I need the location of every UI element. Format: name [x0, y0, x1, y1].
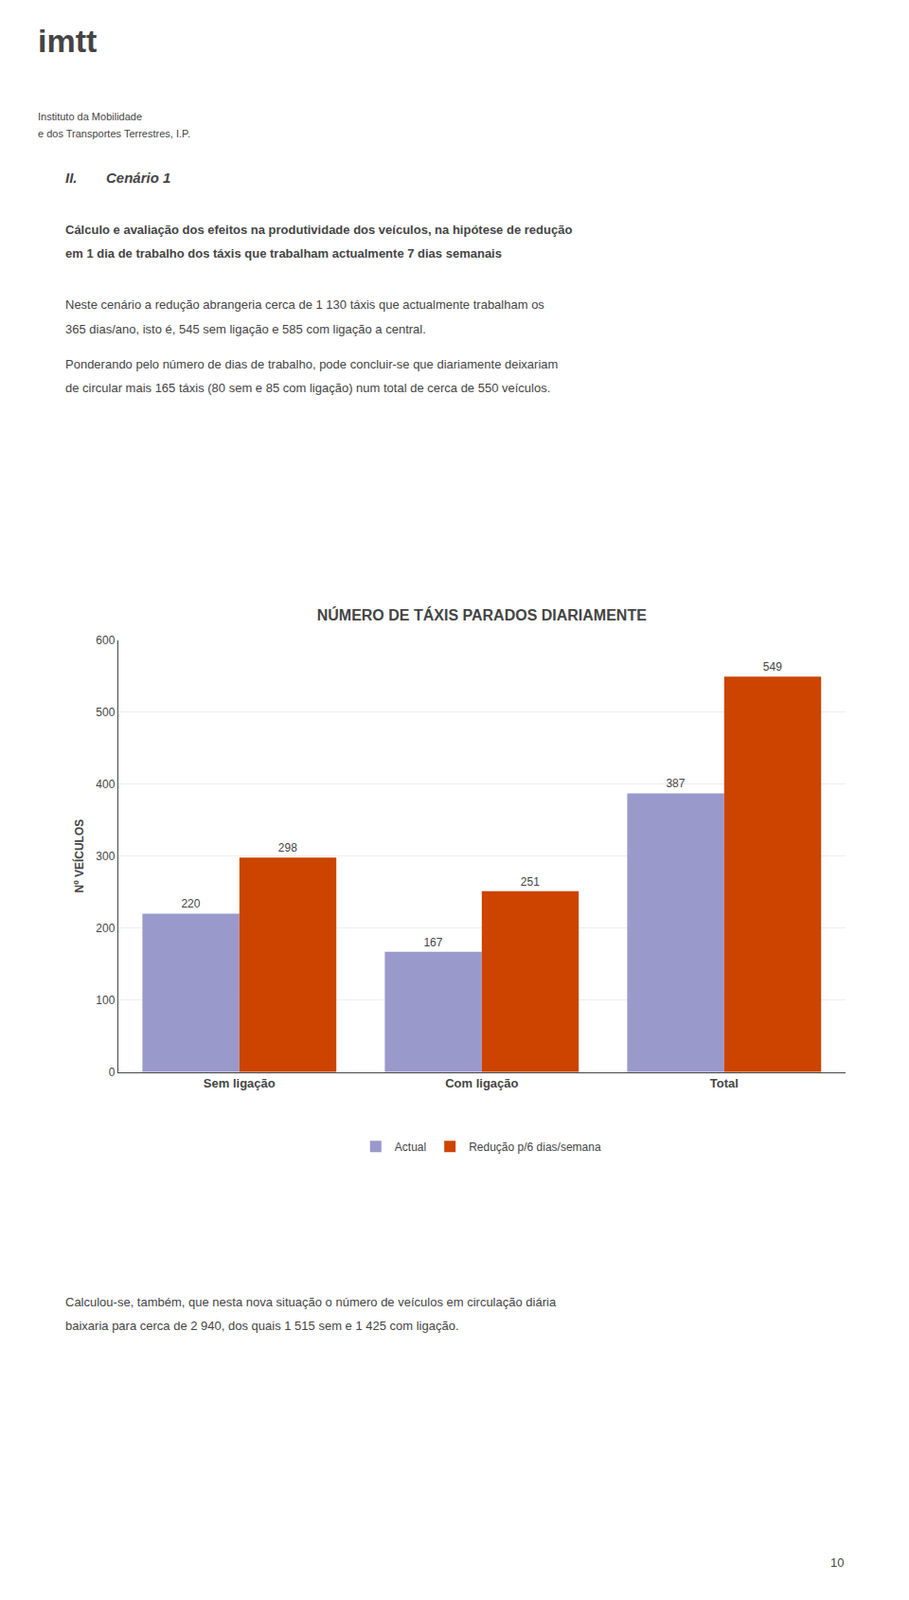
svg-text:500: 500 [95, 705, 115, 719]
svg-text:Cenário 1: Cenário 1 [106, 169, 171, 186]
svg-text:imtt: imtt [37, 22, 97, 59]
svg-text:Redução p/6 dias/semana: Redução p/6 dias/semana [468, 1140, 602, 1154]
svg-text:Calculou-se, também, que nesta: Calculou-se, também, que nesta nova situ… [65, 1294, 557, 1309]
svg-text:Com ligação: Com ligação [445, 1075, 518, 1090]
svg-text:Total: Total [710, 1075, 739, 1090]
svg-text:Ponderando pelo número de dias: Ponderando pelo número de dias de trabal… [65, 356, 558, 372]
svg-text:200: 200 [95, 921, 115, 935]
svg-text:Instituto da Mobilidade: Instituto da Mobilidade [37, 110, 143, 123]
svg-text:220: 220 [180, 896, 200, 910]
svg-text:387: 387 [665, 776, 685, 790]
svg-text:Cálculo e avaliação dos efeito: Cálculo e avaliação dos efeitos na produ… [65, 222, 572, 237]
svg-text:0: 0 [108, 1065, 116, 1079]
svg-text:167: 167 [423, 935, 443, 949]
svg-text:298: 298 [278, 840, 298, 855]
svg-text:251: 251 [520, 874, 540, 889]
svg-text:Nº VEÍCULOS: Nº VEÍCULOS [71, 819, 87, 893]
svg-text:100: 100 [95, 993, 115, 1007]
svg-text:400: 400 [95, 777, 115, 791]
svg-text:Neste cenário a redução abrang: Neste cenário a redução abrangeria cerca… [65, 297, 545, 312]
svg-text:300: 300 [95, 849, 115, 863]
svg-text:Sem ligação: Sem ligação [203, 1075, 276, 1090]
svg-text:600: 600 [95, 633, 115, 647]
svg-text:II.: II. [65, 169, 78, 186]
svg-text:e dos Transportes Terrestres,: e dos Transportes Terrestres, I.P. [37, 127, 191, 140]
svg-text:549: 549 [763, 659, 783, 674]
svg-text:em 1 dia de trabalho dos táxis: em 1 dia de trabalho dos táxis que traba… [65, 246, 502, 261]
svg-text:10: 10 [830, 1554, 844, 1569]
svg-text:365 dias/ano, isto é, 545 sem: 365 dias/ano, isto é, 545 sem ligação e … [65, 321, 427, 337]
svg-text:de circular mais 165 táxis (80: de circular mais 165 táxis (80 sem e 85 … [65, 380, 551, 395]
svg-text:baixaria para cerca de 2 940,: baixaria para cerca de 2 940, dos quais … [65, 1318, 460, 1333]
svg-text:NÚMERO DE TÁXIS PARADOS DIARIA: NÚMERO DE TÁXIS PARADOS DIARIAMENTE [317, 606, 647, 624]
svg-text:Actual: Actual [394, 1140, 427, 1154]
